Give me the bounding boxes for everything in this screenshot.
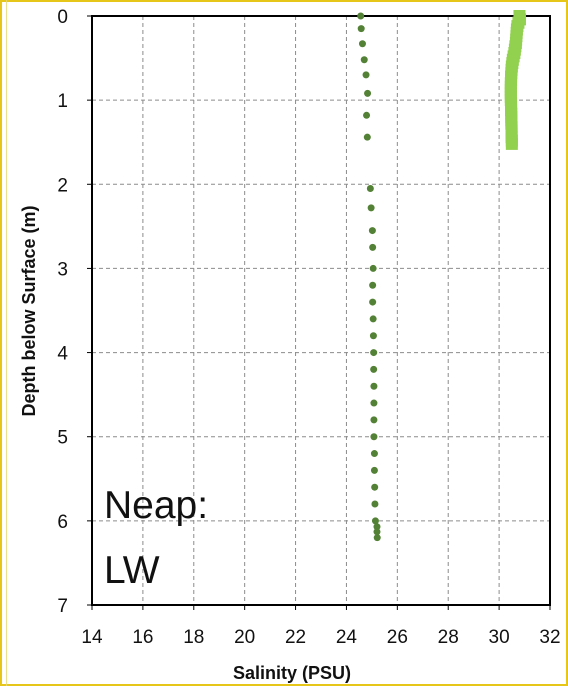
series-layer <box>357 10 526 542</box>
grid-layer <box>92 16 550 605</box>
data-point-circle <box>371 517 379 525</box>
data-point-circle <box>369 243 377 251</box>
y-tick-label-5: 5 <box>57 428 68 449</box>
data-point-circle <box>370 433 378 441</box>
data-point-square <box>505 137 518 150</box>
data-point-circle <box>370 365 378 373</box>
data-point-circle <box>369 281 377 289</box>
data-point-circle <box>370 349 378 357</box>
data-point-circle <box>367 204 375 212</box>
x-tick-label-32: 32 <box>539 627 560 648</box>
plot-area-border <box>91 15 551 606</box>
y-tick-label-7: 7 <box>57 596 68 617</box>
data-point-circle <box>370 382 378 390</box>
x-tick-label-22: 22 <box>285 627 306 648</box>
data-point-circle <box>360 56 368 64</box>
data-point-circle <box>371 500 379 508</box>
y-tick-label-6: 6 <box>57 512 68 533</box>
x-tick-label-30: 30 <box>489 627 510 648</box>
left-frame-rule <box>6 0 7 686</box>
data-point-circle <box>358 40 366 48</box>
data-point-circle <box>370 466 378 474</box>
x-tick-label-18: 18 <box>183 627 204 648</box>
x-tick-label-28: 28 <box>438 627 459 648</box>
data-point-circle <box>369 264 377 272</box>
data-point-circle <box>371 483 379 491</box>
data-point-circle <box>363 111 371 119</box>
y-tick-label-3: 3 <box>57 259 68 280</box>
data-point-circle <box>373 528 381 536</box>
label-layer: Salinity (PSU) Depth below Surface (m) N… <box>19 205 351 683</box>
series-2 <box>504 10 526 150</box>
data-point-circle <box>362 71 370 79</box>
y-tick-label-1: 1 <box>57 91 68 112</box>
data-point-circle <box>370 450 378 458</box>
x-tick-label-14: 14 <box>81 627 103 648</box>
x-tick-label-20: 20 <box>234 627 255 648</box>
x-tick-label-16: 16 <box>132 627 153 648</box>
x-tick-label-24: 24 <box>336 627 358 648</box>
x-tick-label-26: 26 <box>387 627 408 648</box>
y-axis-title: Depth below Surface (m) <box>19 205 39 416</box>
data-point-circle <box>369 298 377 306</box>
data-point-circle <box>369 332 377 340</box>
data-point-circle <box>363 133 371 141</box>
y-tick-label-0: 0 <box>57 7 68 28</box>
data-point-circle <box>373 523 381 531</box>
x-axis-title: Salinity (PSU) <box>233 663 351 683</box>
data-point-circle <box>366 184 374 192</box>
data-point-circle <box>370 399 378 407</box>
data-point-circle <box>373 534 381 542</box>
annotation-line-1: Neap: <box>104 484 208 527</box>
data-point-circle <box>369 315 377 323</box>
y-tick-label-4: 4 <box>57 344 68 365</box>
axis-layer: 14 16 18 20 22 24 26 28 30 32 0 1 2 3 4 5 6 7 <box>57 7 560 648</box>
data-point-circle <box>364 89 372 97</box>
y-tick-label-2: 2 <box>57 175 68 196</box>
data-point-circle <box>357 25 365 33</box>
data-point-circle <box>368 227 376 235</box>
data-point-circle <box>357 12 365 20</box>
annotation-line-2: LW <box>104 549 160 592</box>
series-1 <box>357 12 381 542</box>
data-point-circle <box>370 416 378 424</box>
